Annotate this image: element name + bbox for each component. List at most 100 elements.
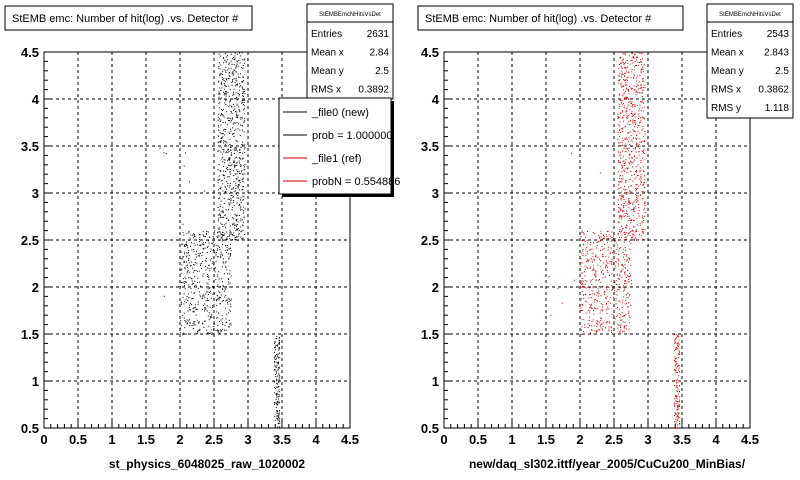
scatter-point — [633, 209, 634, 210]
scatter-point — [625, 181, 627, 183]
scatter-point — [644, 207, 645, 209]
scatter-point — [183, 260, 185, 262]
scatter-point — [628, 141, 629, 143]
scatter-point — [236, 115, 238, 117]
scatter-point — [614, 240, 616, 241]
scatter-point — [204, 310, 205, 312]
scatter-point — [602, 255, 603, 257]
scatter-point — [233, 148, 235, 150]
scatter-point — [674, 385, 676, 386]
scatter-point — [228, 159, 229, 161]
scatter-point — [242, 188, 244, 190]
scatter-point — [630, 192, 632, 194]
scatter-point — [596, 292, 598, 293]
scatter-point — [194, 236, 196, 238]
scatter-point — [242, 229, 244, 231]
scatter-point — [211, 332, 213, 334]
scatter-point — [673, 369, 675, 370]
scatter-point — [278, 386, 280, 388]
scatter-point — [242, 92, 244, 94]
scatter-point — [203, 248, 205, 250]
scatter-point — [233, 78, 235, 80]
scatter-point — [278, 373, 280, 375]
scatter-point — [217, 284, 219, 286]
scatter-point — [241, 237, 243, 239]
scatter-point — [627, 97, 629, 99]
scatter-point — [236, 192, 238, 194]
scatter-point — [678, 412, 680, 414]
scatter-point — [582, 253, 584, 255]
scatter-point — [625, 84, 627, 86]
scatter-point — [629, 220, 631, 222]
scatter-point — [277, 404, 279, 406]
scatter-point — [224, 128, 226, 130]
scatter-point — [600, 249, 601, 251]
scatter-point — [610, 253, 611, 255]
scatter-point — [219, 74, 221, 76]
scatter-point — [208, 275, 210, 277]
scatter-point — [678, 391, 680, 393]
scatter-point — [227, 78, 229, 79]
scatter-point — [678, 403, 680, 405]
scatter-point — [625, 313, 627, 315]
scatter-point — [632, 166, 633, 168]
title-box — [4, 5, 253, 31]
scatter-point — [615, 299, 617, 301]
scatter-point — [624, 138, 626, 140]
scatter-point — [634, 207, 636, 209]
scatter-point — [233, 135, 235, 137]
scatter-point — [625, 238, 627, 240]
scatter-point — [632, 122, 634, 124]
scatter-point — [278, 380, 280, 382]
scatter-point — [643, 118, 645, 120]
legend-label: _file0 (new) — [311, 107, 369, 119]
scatter-point — [633, 201, 635, 203]
scatter-point — [618, 217, 620, 219]
scatter-point — [629, 218, 631, 219]
scatter-point — [199, 263, 201, 265]
scatter-point — [186, 241, 187, 243]
scatter-point — [242, 181, 244, 183]
scatter-point — [601, 328, 603, 330]
scatter-point — [241, 224, 243, 226]
scatter-point — [622, 131, 623, 133]
scatter-point — [640, 170, 642, 172]
scatter-point — [634, 126, 635, 128]
scatter-point — [224, 93, 226, 95]
scatter-point — [180, 269, 182, 271]
scatter-point — [642, 68, 644, 70]
scatter-point — [207, 245, 209, 247]
scatter-point — [620, 247, 622, 248]
scatter-point — [273, 381, 275, 383]
scatter-point — [644, 203, 645, 205]
scatter-point — [220, 142, 222, 143]
scatter-point — [228, 72, 230, 74]
scatter-point — [185, 298, 187, 300]
scatter-point — [607, 262, 609, 264]
scatter-point — [641, 69, 643, 71]
scatter-point — [241, 67, 242, 69]
scatter-point — [623, 203, 625, 205]
scatter-point — [228, 62, 230, 64]
scatter-point — [216, 286, 218, 287]
scatter-point — [224, 290, 225, 292]
scatter-point — [642, 66, 644, 68]
scatter-point — [624, 272, 625, 274]
scatter-point — [232, 188, 234, 190]
scatter-point — [623, 290, 625, 292]
scatter-point — [233, 59, 235, 61]
scatter-point — [636, 145, 638, 147]
scatter-point — [242, 77, 244, 78]
scatter-point — [211, 316, 213, 318]
scatter-point — [621, 276, 623, 278]
scatter-point — [193, 323, 195, 325]
scatter-point — [606, 270, 608, 272]
scatter-point — [198, 254, 200, 256]
scatter-point — [183, 333, 184, 335]
scatter-point — [627, 104, 629, 106]
scatter-point — [611, 231, 613, 233]
scatter-point — [225, 86, 227, 87]
scatter-point — [619, 229, 621, 231]
scatter-point — [643, 178, 645, 180]
